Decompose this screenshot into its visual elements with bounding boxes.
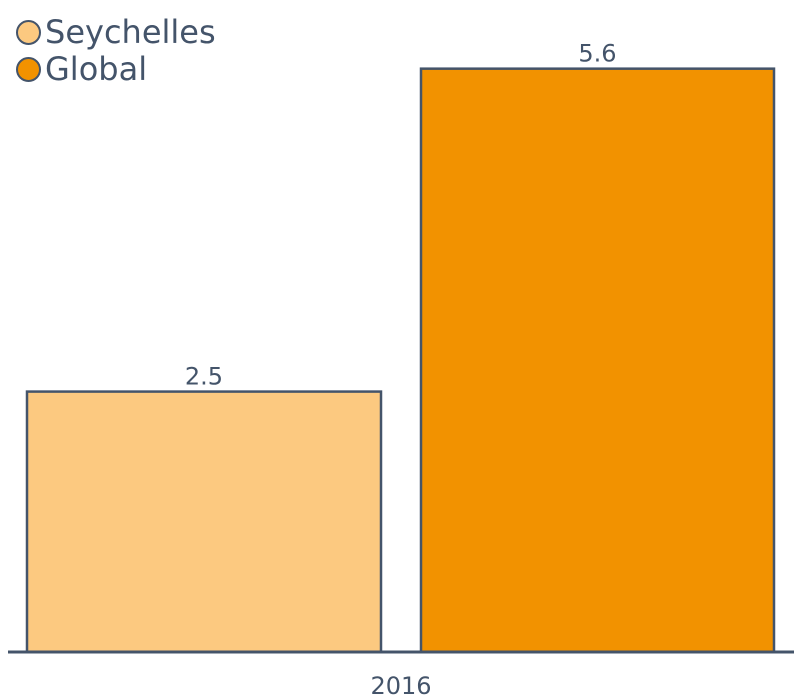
legend-item-global: Global <box>16 51 216 88</box>
legend-label-global: Global <box>45 50 148 88</box>
data-label-global: 5.6 <box>578 40 616 68</box>
legend-swatch-seychelles <box>16 20 41 45</box>
bar-global <box>419 67 776 654</box>
legend: Seychelles Global <box>16 14 216 88</box>
legend-label-seychelles: Seychelles <box>45 13 216 51</box>
legend-item-seychelles: Seychelles <box>16 14 216 51</box>
bar-seychelles <box>25 390 383 654</box>
legend-swatch-global <box>16 57 41 82</box>
x-tick-label: 2016 <box>370 672 431 700</box>
data-label-seychelles: 2.5 <box>185 363 223 391</box>
